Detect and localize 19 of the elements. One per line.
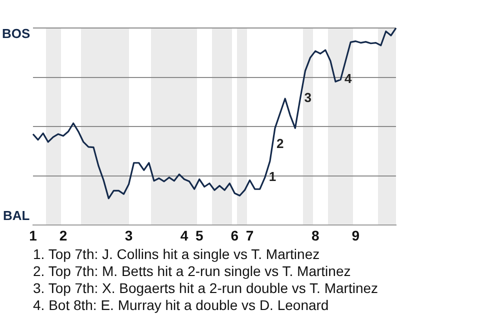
x-tick-label: 2 [59, 227, 68, 244]
text: 2. Top 7th: M. Betts hit a 2-run single vs T. Martinez [33, 263, 352, 280]
x-tick-label: 1 [29, 227, 38, 244]
x-tick-label: 3 [124, 227, 133, 244]
x-tick-label: 7 [246, 227, 254, 244]
text: BAL [3, 208, 30, 224]
x-tick-label: 4 [180, 227, 188, 244]
x-tick-label: 5 [195, 227, 204, 244]
annotation: 3 [304, 90, 312, 106]
text: 1. Top 7th: J. Collins hit a single vs T. Martinez [33, 246, 321, 263]
text: 3. Top 7th: X. Bogaerts hit a 2-run double vs T. Martinez [33, 280, 378, 297]
x-tick-label: 9 [352, 227, 360, 244]
annotation: 4 [344, 71, 353, 86]
x-tick-label: 6 [230, 227, 239, 244]
annotation: 1 [268, 169, 276, 184]
annotation: 2 [276, 136, 284, 152]
text: 4. Bot 8th: E. Murray hit a double vs D. Leonard [33, 297, 330, 314]
text: BOS [2, 26, 30, 41]
x-tick-label: 8 [311, 227, 320, 244]
